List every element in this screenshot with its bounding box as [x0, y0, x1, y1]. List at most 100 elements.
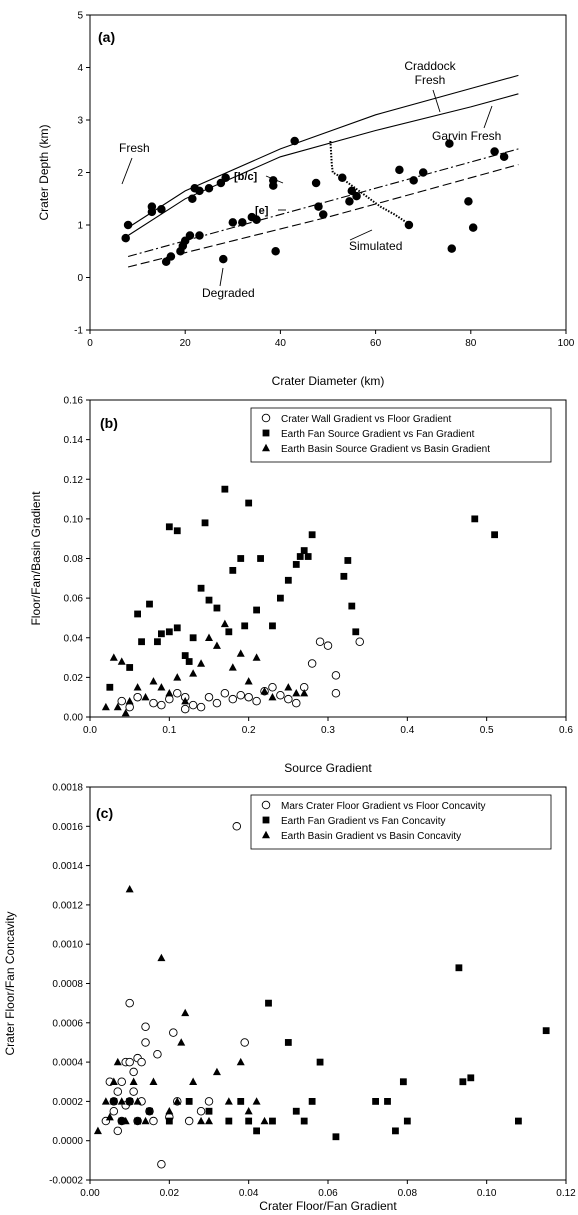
x-tick-label: 0.06: [318, 1188, 338, 1199]
data-point: [177, 1038, 186, 1046]
data-point: [205, 633, 213, 641]
curve-dashed: [127, 164, 519, 268]
data-point: [185, 231, 195, 240]
data-point: [284, 683, 293, 691]
x-tick-label: 60: [370, 338, 382, 349]
data-point: [403, 1117, 411, 1125]
data-point: [165, 628, 173, 636]
series-0: [101, 822, 249, 1169]
data-point: [284, 576, 292, 584]
data-point: [292, 561, 300, 568]
data-point: [93, 1126, 102, 1135]
y-tick-label: 0: [77, 273, 83, 284]
data-point: [348, 602, 356, 610]
data-point: [188, 194, 197, 203]
data-point: [133, 683, 142, 691]
data-point: [149, 677, 158, 685]
annotation-arrow: [265, 175, 284, 184]
x-tick-label: 0.10: [477, 1188, 497, 1199]
data-point: [161, 257, 171, 267]
data-point: [447, 244, 457, 253]
data-point: [117, 657, 126, 665]
data-point: [133, 1097, 142, 1105]
legend-marker: [262, 830, 270, 839]
data-point: [331, 671, 341, 680]
data-point: [157, 204, 166, 214]
x-tick-label: 20: [180, 338, 192, 349]
data-point: [141, 1116, 150, 1125]
data-point: [212, 641, 221, 649]
y-tick-label: 0.0008: [52, 979, 83, 990]
x-tick-label: 80: [465, 338, 477, 349]
y-tick-label: 3: [77, 116, 83, 127]
data-point: [340, 572, 348, 580]
data-point: [213, 604, 221, 612]
data-point: [125, 884, 134, 893]
data-point: [308, 1098, 316, 1105]
data-point: [106, 683, 114, 691]
y-tick-label: 0.0006: [52, 1018, 83, 1029]
data-point: [384, 1098, 391, 1105]
data-point: [236, 690, 245, 700]
data-point: [260, 687, 269, 695]
data-point: [252, 215, 261, 224]
data-point: [220, 688, 230, 698]
annotation-b-c: [b/c]: [234, 171, 258, 183]
data-point: [197, 1116, 206, 1125]
x-tick-label: 0.6: [559, 725, 573, 736]
data-point: [134, 610, 141, 618]
annotation-arrow: [219, 267, 224, 287]
data-point: [117, 1097, 126, 1105]
x-axis-label: Source Gradient: [284, 761, 372, 775]
data-point: [101, 1097, 110, 1105]
data-point: [269, 622, 276, 630]
x-tick-label: 0.1: [162, 725, 176, 736]
data-point: [265, 999, 272, 1007]
data-point: [129, 1087, 138, 1096]
data-point: [228, 218, 238, 227]
data-point: [125, 702, 134, 712]
data-point: [253, 606, 260, 614]
data-point: [268, 683, 277, 692]
data-point: [241, 622, 249, 630]
data-point: [418, 168, 428, 177]
legend-entry: Earth Fan Source Gradient vs Fan Gradien…: [281, 429, 475, 440]
data-point: [125, 696, 134, 705]
legend-entry: Earth Basin Gradient vs Basin Concavity: [281, 831, 461, 842]
y-tick-label: 0.0014: [52, 861, 83, 872]
data-point: [141, 1022, 150, 1031]
data-point: [221, 485, 229, 493]
data-point: [133, 692, 142, 702]
data-point: [252, 696, 261, 706]
data-point: [228, 694, 238, 704]
data-point: [189, 669, 198, 677]
data-point: [196, 702, 206, 712]
data-point: [189, 1077, 198, 1085]
data-point: [345, 197, 354, 206]
data-point: [232, 822, 242, 831]
data-point: [229, 566, 237, 574]
data-point: [113, 1126, 123, 1136]
series-1: [110, 964, 550, 1141]
data-point: [180, 236, 190, 245]
data-point: [123, 220, 133, 230]
data-point: [284, 694, 293, 704]
y-tick-label: 0.08: [64, 554, 84, 565]
legend-entry: Earth Fan Gradient vs Fan Concavity: [281, 816, 446, 827]
data-point: [459, 1078, 467, 1086]
data-point: [399, 1078, 407, 1086]
legend-marker: [261, 800, 271, 810]
data-point: [314, 202, 323, 211]
data-point: [121, 708, 130, 717]
data-point: [221, 173, 230, 182]
data-point: [277, 594, 284, 602]
data-point: [165, 523, 173, 531]
data-point: [332, 1133, 340, 1141]
data-point: [165, 1117, 173, 1125]
data-point: [153, 1049, 162, 1059]
data-point: [157, 1160, 166, 1169]
series-2: [101, 619, 309, 717]
data-point: [157, 953, 166, 962]
annotation-arrow: [483, 105, 493, 129]
